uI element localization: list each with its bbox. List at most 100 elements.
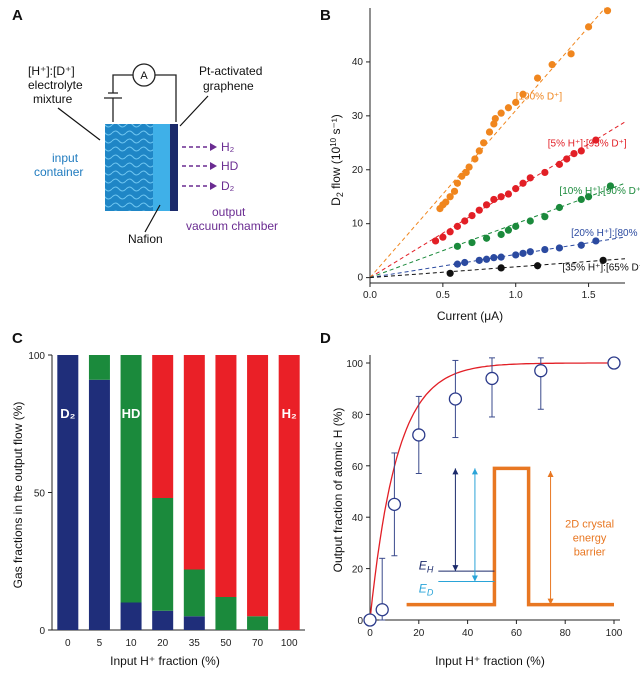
b-point (439, 233, 447, 241)
d-point (607, 356, 621, 370)
c-ytick-label: 0 (39, 626, 45, 637)
b-xtick-label: 0.5 (436, 290, 450, 301)
b-series-label: [100% D⁺] (516, 92, 563, 103)
gas-d2-label: D₂ (221, 179, 235, 193)
input-container (105, 124, 153, 211)
c-bar-segment (215, 355, 237, 597)
d-xtick-label: 60 (511, 628, 523, 639)
b-point (526, 248, 534, 256)
d-point (534, 364, 548, 378)
c-bar-segment (88, 379, 110, 630)
panel-b-label: B (320, 7, 331, 24)
b-point (461, 217, 469, 225)
d-xtick-label: 20 (413, 628, 425, 639)
d-barrier-text: barrier (574, 546, 606, 558)
b-fit-line (369, 258, 626, 279)
input-label-2: container (34, 165, 83, 179)
b-fit-line (369, 7, 606, 278)
svg-text:D2 flow (1010 s⁻¹): D2 flow (1010 s⁻¹) (329, 114, 345, 206)
b-point (512, 251, 520, 259)
b-point (512, 185, 520, 193)
d-ytick-label: 40 (352, 513, 364, 524)
b-point (468, 211, 476, 220)
b-point (512, 222, 520, 230)
b-point (567, 50, 575, 58)
b-point (497, 253, 505, 261)
panel-c-xlabel: Input H⁺ fraction (%) (110, 654, 220, 668)
b-point (475, 147, 483, 155)
c-bar-segment (215, 597, 237, 630)
panel-b-chart: B 0.0 0.5 1.0 1.5 0 10 20 30 40 [100% D⁺] [5% H⁺]:… (320, 7, 640, 323)
circuit-wire (104, 74, 177, 122)
b-series-label: [10% H⁺]:[90% D⁺] (559, 186, 640, 197)
b-point (555, 160, 564, 168)
b-point (453, 242, 462, 250)
b-point (442, 198, 450, 206)
b-point (453, 260, 462, 268)
graphene-label-1: Pt-activated (199, 64, 262, 78)
b-point (482, 255, 491, 263)
b-point (533, 262, 542, 270)
d-xtick-label: 100 (606, 628, 623, 639)
electrolyte-label-3: mixture (33, 92, 73, 106)
graphene-layer (170, 124, 178, 211)
d-eh-arrow-head-top (452, 468, 459, 475)
b-point (526, 217, 534, 225)
b-point (446, 228, 454, 236)
graphene-arrow (179, 95, 209, 127)
b-point (592, 237, 600, 245)
vacuum-label-2: vacuum chamber (186, 219, 278, 233)
b-point (599, 256, 607, 264)
b-point (519, 179, 527, 187)
c-bar-segment (183, 569, 205, 617)
d-ed-label: ED (419, 582, 434, 598)
b-point (450, 187, 459, 195)
d-point (387, 497, 402, 512)
vacuum-label-1: output (212, 205, 246, 219)
b-point (504, 190, 513, 198)
b-point (555, 244, 564, 252)
b-ytick-label: 0 (357, 273, 363, 284)
c-hd-label: HD (122, 406, 141, 421)
d-point (485, 371, 499, 386)
b-point (577, 147, 585, 155)
gas-hd-label: HD (221, 159, 239, 173)
b-point (570, 149, 578, 158)
panel-c-label: C (12, 330, 23, 347)
b-point (592, 136, 600, 144)
panel-a-label: A (12, 7, 23, 24)
panel-d-label: D (320, 330, 331, 347)
b-point (453, 179, 462, 187)
b-series-label: [20% H⁺]:[80% D⁺] (571, 228, 640, 239)
panel-b-xlabel: Current (μA) (437, 309, 503, 323)
d-barrier-arrow-head-top (547, 470, 554, 477)
panel-d-ylabel: Output fraction of atomic H (%) (331, 408, 345, 573)
c-xtick-label: 70 (252, 638, 264, 649)
c-bar-segment (57, 355, 79, 630)
b-point (475, 256, 483, 264)
input-label-1: input (52, 151, 79, 165)
d-barrier-arrow-head-bottom (547, 598, 554, 605)
c-bar-segment (88, 355, 110, 380)
b-point (491, 114, 499, 123)
c-xtick-label: 10 (126, 638, 138, 649)
c-bar-segment (152, 498, 174, 611)
b-ytick-label: 10 (352, 219, 364, 230)
d-ytick-label: 100 (346, 359, 363, 370)
b-point (497, 230, 505, 239)
c-bar-segment (183, 355, 205, 570)
b-point (497, 109, 505, 117)
b-ytick-label: 40 (352, 57, 364, 68)
d-point (448, 392, 463, 406)
b-point (519, 90, 527, 98)
panel-d-chart: D 00 20 20 40 40 60 60 80 80 100 100 EH ED 2D crystal… (320, 330, 623, 668)
c-bar-segment (278, 355, 300, 630)
c-xtick-label: 100 (281, 638, 298, 649)
c-xtick-label: 0 (65, 638, 71, 649)
b-point (519, 249, 527, 257)
b-point (490, 195, 498, 204)
b-xtick-label: 1.0 (509, 290, 523, 301)
b-point (446, 193, 454, 201)
b-point (497, 193, 505, 201)
